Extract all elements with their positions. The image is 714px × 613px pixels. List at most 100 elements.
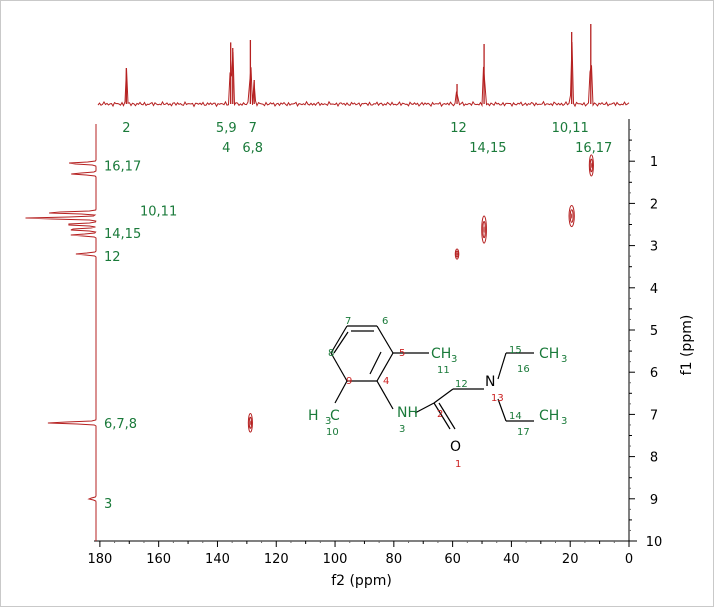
top-peak-label: 10,11 (552, 121, 589, 136)
x-tick-label: 160 (146, 552, 171, 567)
molecule-atom-label: 4 (383, 376, 389, 387)
molecule-atom-label: 3 (399, 424, 405, 435)
x-axis-title: f2 (ppm) (331, 573, 392, 589)
left-projection-group: 16,17 10,11 14,15 12 6,7,8 3 (25, 124, 177, 541)
y-tick-label: 7 (650, 408, 658, 423)
x-tick-label: 80 (386, 552, 403, 567)
cross-peak-contour (248, 416, 253, 429)
top-peak-label: 5,9 (216, 121, 237, 136)
x-tick-label: 100 (323, 552, 348, 567)
molecule-atom-label: 6 (382, 316, 388, 327)
cross-peak-contour (481, 215, 487, 244)
molecule-atom-label: 5 (399, 348, 405, 359)
y-tick-label: 5 (650, 324, 658, 339)
molecule-atom-label: O (450, 439, 461, 455)
left-peak-label: 14,15 (104, 227, 141, 242)
molecule-atom-label: 7 (345, 316, 351, 327)
molecule-atom-label: 3 (561, 354, 567, 365)
top-peak-label: 2 (122, 121, 130, 136)
left-peak-label: 12 (104, 250, 121, 265)
y-axis-title: f1 (ppm) (679, 315, 695, 376)
cross-peak-contour (588, 154, 594, 177)
cross-peak-contour (247, 413, 253, 433)
molecule-atom-label: 10 (326, 427, 339, 438)
cross-peaks-group (247, 154, 594, 433)
left-peak-label: 10,11 (140, 204, 177, 219)
molecule-atom-label: N (485, 374, 495, 390)
top-peak-label: 4 (222, 141, 230, 156)
molecule-atom-label: 8 (328, 348, 334, 359)
cross-peak-contour (569, 209, 574, 223)
cross-peak-contour (455, 250, 459, 258)
molecule-atom-label: 12 (455, 379, 468, 390)
y-tick-label: 8 (650, 451, 658, 466)
molecule-atom-label: H (308, 408, 319, 424)
x-tick-label: 140 (205, 552, 230, 567)
molecule-atom-label: 17 (517, 427, 530, 438)
cross-peak-core (456, 252, 458, 256)
molecule-bond (330, 325, 348, 354)
top-peak-label: 16,17 (575, 141, 612, 156)
molecule-bond (376, 352, 394, 382)
molecule-bond (333, 331, 349, 354)
x-tick-label: 0 (625, 552, 633, 567)
molecule-atom-label: 14 (509, 411, 522, 422)
top-peak-label: 7 (249, 121, 257, 136)
top-peak-label: 6,8 (242, 141, 263, 156)
molecule-atom-label: 3 (451, 354, 457, 365)
molecule-bond (438, 402, 456, 430)
y-tick-label: 9 (650, 493, 658, 508)
cross-peak-core (571, 213, 573, 219)
molecule-atom-label: 16 (517, 364, 530, 375)
cross-peak-contour (482, 220, 486, 239)
molecule-bond (376, 380, 394, 410)
x-tick-label: 180 (87, 552, 112, 567)
molecule-bond (369, 351, 382, 375)
top-projection-group: 2 5,9 7 12 10,11 4 6,8 14,15 16,17 (97, 24, 630, 156)
molecule-bond (433, 402, 451, 430)
x-tick-label: 120 (264, 552, 289, 567)
cross-peak-core (483, 226, 485, 233)
molecule-bond (497, 398, 507, 422)
x-tick-label: 40 (503, 552, 520, 567)
y-tick-label: 3 (650, 240, 658, 255)
molecule-atom-label: 13 (491, 393, 504, 404)
molecule-atom-label: CH (431, 346, 451, 362)
cross-peak-contour (589, 158, 594, 173)
molecule-bonds-group (330, 325, 534, 430)
molecule-bond (330, 352, 348, 382)
molecule-bond (414, 402, 435, 414)
molecule-atom-label: C (330, 408, 340, 424)
top-peak-label: 14,15 (469, 141, 506, 156)
x-tick-label: 20 (562, 552, 579, 567)
left-peak-label: 3 (104, 497, 112, 512)
molecule-atom-label: 3 (561, 416, 567, 427)
cross-peak-core (249, 420, 251, 426)
y-tick-label: 10 (646, 535, 663, 550)
left-peak-label: 6,7,8 (104, 417, 137, 432)
y-tick-label: 1 (650, 155, 658, 170)
y-tick-label: 2 (650, 197, 658, 212)
molecule-atom-label: CH (539, 346, 559, 362)
molecule-atom-label: NH (397, 405, 418, 421)
molecule-bond (376, 325, 394, 354)
y-tick-label: 6 (650, 366, 658, 381)
cross-peak-contour (568, 205, 575, 228)
top-peak-label: 12 (450, 121, 467, 136)
molecule-atom-label: 1 (455, 459, 461, 470)
y-tick-label: 4 (650, 282, 658, 297)
molecule-atom-label: 2 (437, 409, 443, 420)
x-tick-label: 60 (444, 552, 461, 567)
molecule-atom-label: 9 (346, 376, 352, 387)
molecule-atom-label: CH (539, 408, 559, 424)
molecule-bond (334, 380, 348, 404)
molecule-bond (497, 352, 507, 380)
cross-peak-core (590, 162, 592, 169)
molecule-atom-label: 3 (325, 416, 331, 427)
molecule-atom-label: 15 (509, 345, 522, 356)
top-projection-trace (97, 41, 630, 108)
